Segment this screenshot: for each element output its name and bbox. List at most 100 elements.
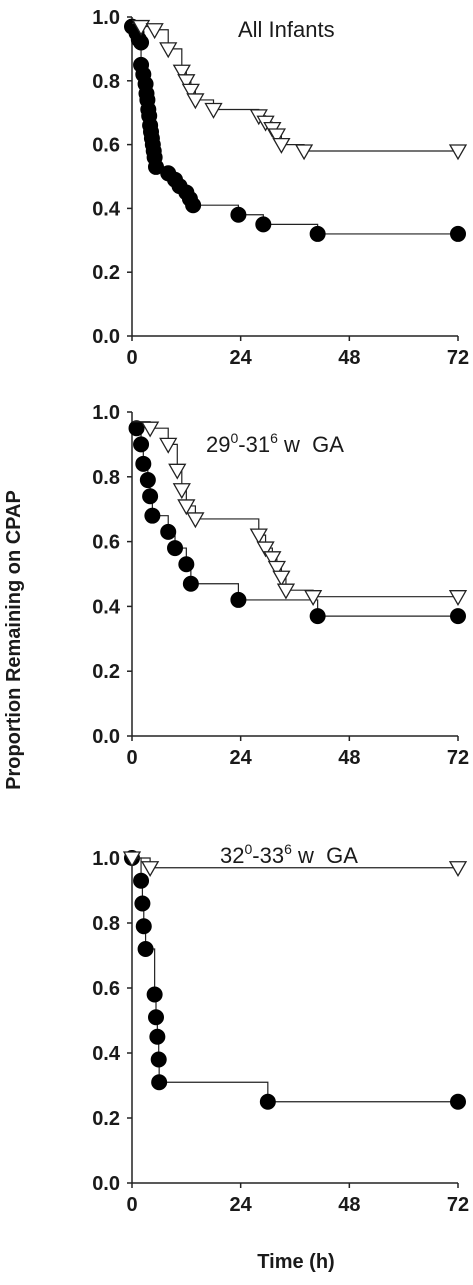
panel-title-text: 29 [206,432,230,457]
panel-title-text: All Infants [238,17,335,42]
triangle-series-marker [294,144,314,161]
y-tick-label: 0.8 [92,913,120,935]
triangle-series-marker [145,23,164,40]
circle-series-marker [139,472,156,489]
triangle-series-marker [448,144,468,161]
circle-series-marker [178,556,195,573]
panel-title-text: w GA [278,432,344,457]
x-tick-label: 0 [126,1194,137,1216]
circle-series-marker [144,507,161,524]
x-tick-label: 24 [230,747,253,769]
y-tick-label: 1.0 [92,402,120,424]
triangle-series-marker [159,42,178,59]
triangle-series-marker [168,463,187,480]
y-tick-label: 0.8 [92,467,120,489]
y-tick-label: 0.2 [92,1108,120,1130]
y-tick-label: 1.0 [92,7,120,29]
triangle-series-marker [172,483,191,500]
shared-x-axis-label: Time (h) [257,1251,334,1273]
triangle-series-marker [204,102,223,119]
circle-series-marker [167,540,184,557]
y-tick-label: 0.6 [92,532,120,554]
circle-series-marker [255,216,272,233]
triangle-series-marker [267,128,287,145]
panel-title-superscript: 6 [284,841,292,857]
triangle-series-marker [272,570,291,587]
triangle-series-marker [249,528,268,545]
panel-1: 0.0 0.2 0.4 0.6 0.8 1.0 0 24 48 72 All Infants [92,7,469,369]
triangle-series-marker [140,421,160,438]
circle-series-marker [137,941,154,957]
x-tick-label: 0 [126,347,137,369]
circle-series-step-line [132,25,458,235]
triangle-series-marker [263,551,282,568]
panel-title-text: 32 [220,843,244,868]
circle-series-marker [133,34,150,51]
circle-series-marker [450,225,466,242]
triangle-series-marker [256,541,275,558]
y-tick-label: 0.0 [92,1173,120,1195]
x-tick-label: 24 [230,1194,253,1216]
panel-title-superscript: 0 [230,430,238,446]
circle-series-marker [133,436,150,453]
triangle-series-marker [448,590,468,606]
x-tick-label: 72 [447,747,469,769]
triangle-series-marker [122,851,142,868]
triangle-series-marker [276,583,296,600]
triangle-series-marker [303,590,323,606]
circle-series-marker [134,895,151,912]
y-tick-label: 0.2 [92,661,120,683]
panel-title: All Infants [238,17,335,42]
x-tick-label: 72 [447,347,469,369]
circle-series-marker [151,1074,168,1091]
triangle-series-step-line [132,22,458,152]
circle-series-marker [309,608,326,625]
panel-title-superscript: 6 [270,430,278,446]
y-tick-label: 0.6 [92,978,120,1000]
circle-series-marker [160,523,177,540]
y-tick-label: 0.4 [92,1043,121,1065]
circle-series-marker [135,918,152,935]
triangle-series-marker [177,74,196,91]
y-tick-label: 0.6 [92,135,120,157]
x-tick-label: 48 [338,747,360,769]
triangle-series-marker [131,19,151,36]
shared-y-axis-label: Proportion Remaining on CPAP [3,490,25,790]
circle-series-marker [149,1028,166,1045]
triangle-series-marker [140,861,160,878]
triangle-series-marker [172,64,191,81]
panel-title: 290-316 w GA [206,430,344,457]
circle-series-marker [128,420,145,437]
circle-series-marker [150,1051,167,1068]
circle-series-marker [230,591,247,608]
circle-series-step-line [132,857,458,1103]
circle-series-marker [147,1009,164,1026]
panel-title-superscript: 0 [244,841,252,857]
y-tick-label: 0.2 [92,262,120,284]
triangle-series-marker [181,83,200,100]
triangle-series-marker [272,137,291,154]
triangle-series-marker [267,560,287,577]
y-tick-label: 0.0 [92,726,120,748]
circle-series-marker [309,225,326,242]
x-tick-label: 48 [338,347,360,369]
circle-series-marker [135,455,152,472]
circle-series-marker [182,575,199,592]
circle-series-marker [133,872,150,889]
circle-series-marker [142,488,159,505]
triangle-series-marker [186,93,205,110]
x-tick-label: 72 [447,1194,469,1216]
circle-series-marker [146,986,163,1003]
triangle-series-marker [177,499,196,516]
x-tick-label: 48 [338,1194,360,1216]
y-tick-label: 0.4 [92,198,121,220]
triangle-series-marker [448,861,468,878]
panel-title: 320-336 w GA [220,841,358,868]
panel-title-text: -33 [252,843,284,868]
circle-series-marker [450,608,466,625]
circle-series-marker [185,197,202,214]
y-tick-label: 0.8 [92,71,120,93]
circle-series-marker [230,206,247,223]
